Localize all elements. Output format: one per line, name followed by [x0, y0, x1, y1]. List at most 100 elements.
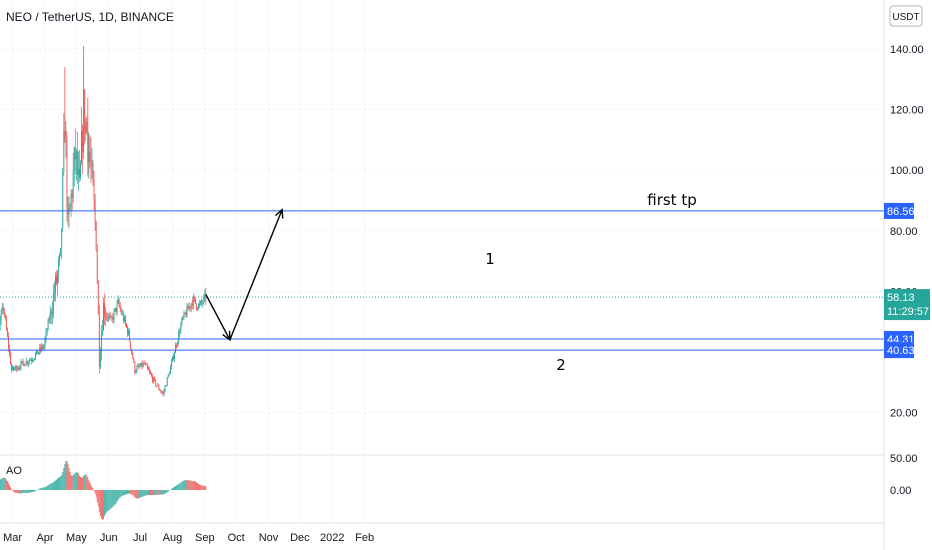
- candle-body: [61, 228, 63, 248]
- candle-body: [77, 169, 79, 175]
- candle-body: [25, 360, 27, 366]
- candle-body: [159, 389, 161, 391]
- candle-body: [50, 310, 52, 315]
- candle-body: [107, 317, 109, 319]
- candle-body: [98, 314, 100, 367]
- candle-body: [153, 377, 155, 382]
- price-badge-label: 40.63: [887, 345, 915, 357]
- grid: [0, 0, 884, 523]
- x-tick-label: Dec: [290, 532, 310, 544]
- candle-body: [10, 353, 11, 365]
- candle-body: [53, 292, 55, 294]
- candle-body: [110, 316, 112, 318]
- countdown-label: 11:29:57: [887, 306, 929, 318]
- candle-body: [182, 317, 184, 319]
- candle-body: [169, 367, 171, 374]
- candle-body: [154, 377, 156, 380]
- candle-body: [149, 370, 150, 372]
- candle-body: [136, 367, 138, 372]
- price-badge: [884, 342, 914, 359]
- x-tick-label: Mar: [3, 532, 22, 544]
- candle-body: [146, 364, 148, 369]
- candle-body: [60, 247, 62, 255]
- candle-body: [47, 319, 49, 331]
- candle-body: [104, 303, 105, 317]
- candle-body: [92, 163, 94, 185]
- annotations: 1 2 first tp: [485, 191, 697, 374]
- candle-body: [44, 339, 46, 346]
- candle-body: [71, 193, 73, 198]
- candle-body: [127, 327, 128, 335]
- candle-body: [185, 313, 187, 317]
- candle-body: [28, 360, 30, 363]
- candle-body: [35, 353, 37, 359]
- candle-body: [41, 345, 43, 350]
- candle-body: [27, 362, 29, 364]
- currency-label: USDT: [892, 12, 919, 23]
- currency-button[interactable]: USDT: [889, 5, 923, 27]
- candle-body: [192, 297, 194, 306]
- candle-body: [74, 147, 76, 160]
- candle-body: [11, 364, 13, 371]
- candle-body: [72, 171, 74, 198]
- candle-body: [202, 302, 204, 304]
- candle-body: [69, 205, 71, 210]
- candle-body: [7, 336, 9, 348]
- candle-body: [13, 366, 15, 370]
- candle-body: [115, 307, 117, 312]
- candle-body: [96, 249, 98, 282]
- candle-body: [134, 361, 136, 373]
- x-tick-label: Sep: [195, 532, 215, 544]
- candle-body: [5, 318, 7, 330]
- candle-body: [165, 385, 167, 387]
- candle-body: [12, 366, 14, 371]
- candle-body: [91, 163, 93, 166]
- candle-body: [128, 330, 130, 335]
- x-tick-label: Oct: [228, 532, 245, 544]
- candle-body: [140, 362, 142, 367]
- candle-body: [124, 317, 126, 324]
- candle-body: [82, 130, 84, 153]
- ao-indicator: 50.00 0.00: [0, 453, 918, 520]
- candle-body: [76, 151, 78, 175]
- candle-body: [204, 293, 206, 297]
- y-tick-label: 120.00: [890, 105, 924, 117]
- candle-body: [174, 353, 175, 360]
- candle-body: [39, 347, 41, 353]
- candle-body: [171, 356, 173, 362]
- candle-body: [188, 306, 190, 310]
- candle-body: [197, 308, 198, 310]
- candle-body: [15, 366, 17, 369]
- candle-body: [157, 385, 159, 387]
- candle-body: [141, 362, 143, 367]
- candle-body: [57, 273, 58, 284]
- candle-body: [168, 373, 170, 375]
- candle-body: [122, 313, 124, 322]
- candle-body: [201, 301, 203, 303]
- candle-body: [38, 352, 40, 354]
- candle-body: [198, 304, 199, 309]
- candle-body: [167, 374, 169, 378]
- candle-body: [112, 317, 114, 320]
- candle-body: [194, 298, 196, 304]
- candle-body: [175, 345, 177, 354]
- candle-body: [26, 360, 28, 364]
- candle-body: [81, 130, 83, 164]
- candle-body: [114, 307, 116, 311]
- candle-body: [111, 317, 113, 319]
- candle-body: [184, 312, 186, 314]
- candle-body: [20, 361, 22, 369]
- candle-body: [1, 307, 3, 314]
- arrow-head: [274, 208, 284, 219]
- candle-body: [152, 376, 154, 382]
- time-scale[interactable]: FebMarAprMayJunJulAugSepOctNovDec2022Feb: [0, 532, 374, 544]
- candle-body: [189, 306, 191, 308]
- candle-body: [145, 363, 147, 365]
- candle-body: [63, 130, 65, 172]
- candle-body: [97, 281, 99, 315]
- ao-label: AO: [6, 465, 22, 477]
- candle-body: [19, 367, 21, 369]
- candle-body: [66, 139, 68, 208]
